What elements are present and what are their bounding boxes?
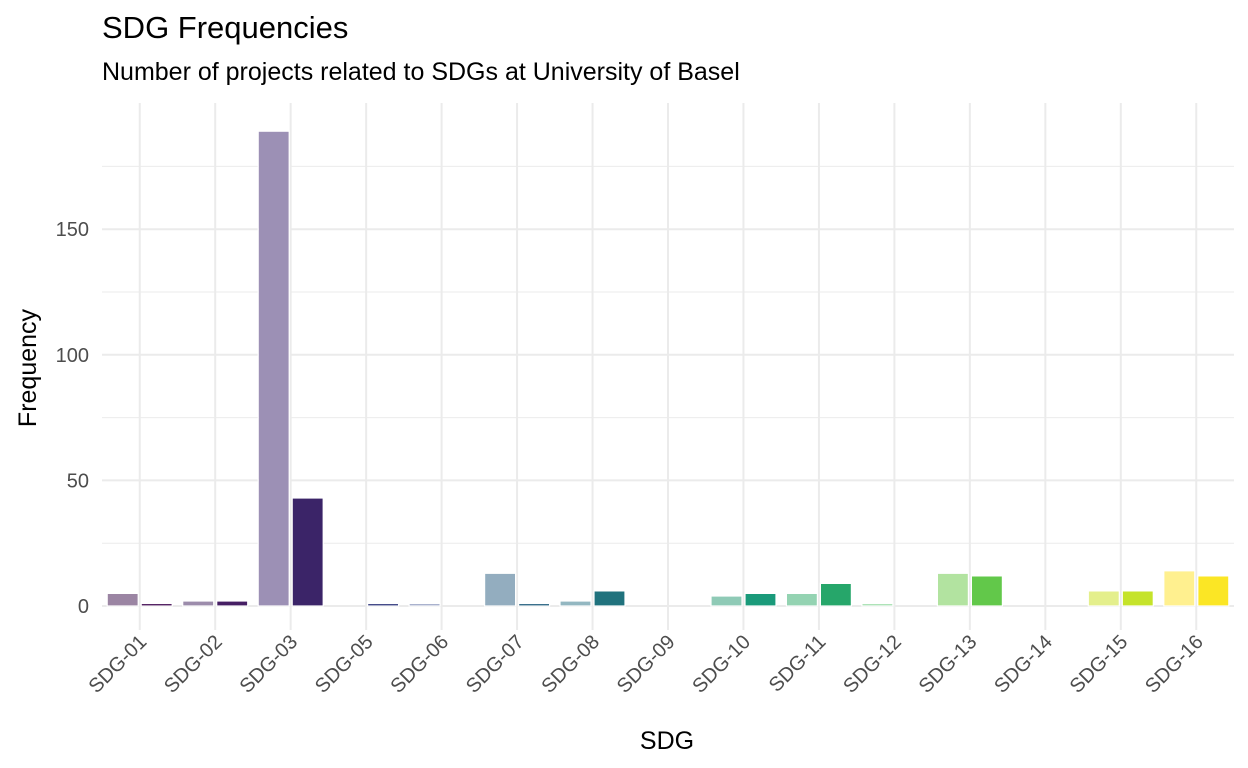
x-tick-label: SDG-02	[160, 631, 227, 698]
bar-dark-sdg-10	[744, 592, 777, 607]
bar-light-sdg-07	[484, 572, 517, 607]
x-tick-label: SDG-15	[1066, 631, 1133, 698]
bar-dark-sdg-07	[517, 602, 551, 607]
bar-light-sdg-01	[106, 592, 139, 607]
bar-light-sdg-12	[861, 602, 894, 607]
bar-dark-sdg-03	[291, 497, 324, 607]
bar-dark-sdg-08	[593, 590, 626, 607]
y-tick-labels: 0 50 100 150	[56, 219, 89, 618]
y-tick-label: 50	[67, 470, 89, 492]
x-tick-label: SDG-16	[1141, 631, 1208, 698]
y-tick-label: 100	[56, 345, 89, 367]
bar-light-sdg-11	[785, 592, 819, 607]
y-tick-label: 150	[56, 219, 89, 241]
bar-light-sdg-02	[182, 600, 215, 607]
bar-dark-sdg-02	[216, 600, 249, 607]
bar-light-sdg-13	[936, 572, 970, 607]
x-axis-title: SDG	[640, 727, 694, 755]
bar-light-sdg-06	[408, 602, 441, 607]
x-tick-label: SDG-09	[613, 631, 680, 698]
x-tick-label: SDG-01	[85, 631, 152, 698]
bar-light-sdg-08	[559, 600, 592, 607]
x-tick-label: SDG-03	[236, 631, 303, 698]
x-tick-label: SDG-13	[915, 631, 982, 698]
x-tick-label: SDG-07	[462, 631, 529, 698]
bar-dark-sdg-11	[819, 582, 853, 607]
bar-light-sdg-15	[1087, 590, 1120, 607]
bar-dark-sdg-01	[140, 602, 173, 607]
y-axis-title: Frequency	[14, 308, 42, 427]
bars	[106, 130, 1230, 607]
x-tick-labels: SDG-01 SDG-02 SDG-03 SDG-05 SDG-06 SDG-07 SDG-…	[85, 631, 1208, 698]
bar-light-sdg-10	[710, 595, 743, 607]
gridlines	[102, 103, 1234, 630]
x-tick-label: SDG-12	[839, 631, 906, 698]
x-tick-label: SDG-11	[765, 631, 831, 697]
bar-dark-sdg-05	[367, 602, 400, 607]
chart-title: SDG Frequencies	[102, 10, 349, 45]
x-tick-label: SDG-14	[990, 631, 1057, 698]
x-tick-label: SDG-05	[311, 631, 378, 698]
x-tick-label: SDG-06	[386, 631, 453, 698]
chart-subtitle: Number of projects related to SDGs at Un…	[102, 58, 740, 86]
bar-dark-sdg-13	[970, 575, 1004, 607]
bar-dark-sdg-16	[1197, 575, 1230, 607]
bar-light-sdg-16	[1163, 570, 1196, 607]
x-tick-label: SDG-08	[537, 631, 604, 698]
bar-dark-sdg-15	[1121, 590, 1154, 607]
x-tick-label: SDG-10	[688, 631, 755, 698]
y-tick-label: 0	[78, 596, 89, 618]
bar-light-sdg-03	[257, 130, 290, 607]
